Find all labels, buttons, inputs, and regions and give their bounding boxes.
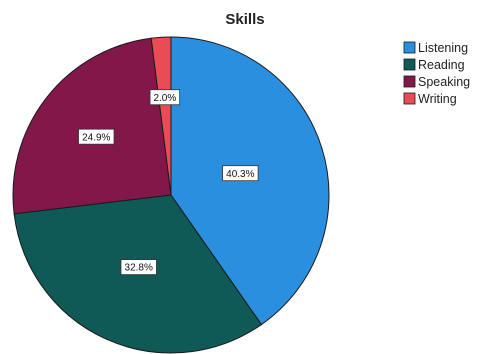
legend-item-listening: Listening <box>403 41 468 55</box>
data-label-reading: 32.8% <box>120 259 157 276</box>
legend-label: Listening <box>418 41 468 55</box>
legend-swatch <box>403 92 416 105</box>
data-label-box <box>222 165 259 182</box>
legend-label: Speaking <box>418 75 470 89</box>
legend-label: Reading <box>418 58 465 72</box>
data-label-text: 40.3% <box>226 169 254 180</box>
data-label-speaking: 24.9% <box>78 128 115 145</box>
chart-title: Skills <box>225 11 264 28</box>
data-label-box <box>120 259 157 276</box>
legend-item-reading: Reading <box>403 58 465 72</box>
legend-swatch <box>403 41 416 54</box>
legend-item-speaking: Speaking <box>403 75 470 89</box>
pie-slice-writing <box>150 36 172 196</box>
data-label-box <box>149 89 181 106</box>
data-label-text: 2.0% <box>153 93 176 104</box>
pie-data-labels: 40.3% 32.8% 24.9% 2.0% <box>78 89 259 276</box>
legend-swatch <box>403 58 416 71</box>
legend-swatch <box>403 75 416 88</box>
pie-slice-speaking <box>12 37 172 215</box>
pie-slices <box>12 36 330 354</box>
data-label-writing: 2.0% <box>149 89 181 106</box>
legend-item-writing: Writing <box>403 92 457 106</box>
data-label-text: 24.9% <box>82 132 110 143</box>
legend-label: Writing <box>418 92 457 106</box>
data-label-box <box>78 128 115 145</box>
data-label-text: 32.8% <box>125 263 153 274</box>
legend: Listening Reading Speaking Writing <box>403 41 470 106</box>
data-label-listening: 40.3% <box>222 165 259 182</box>
